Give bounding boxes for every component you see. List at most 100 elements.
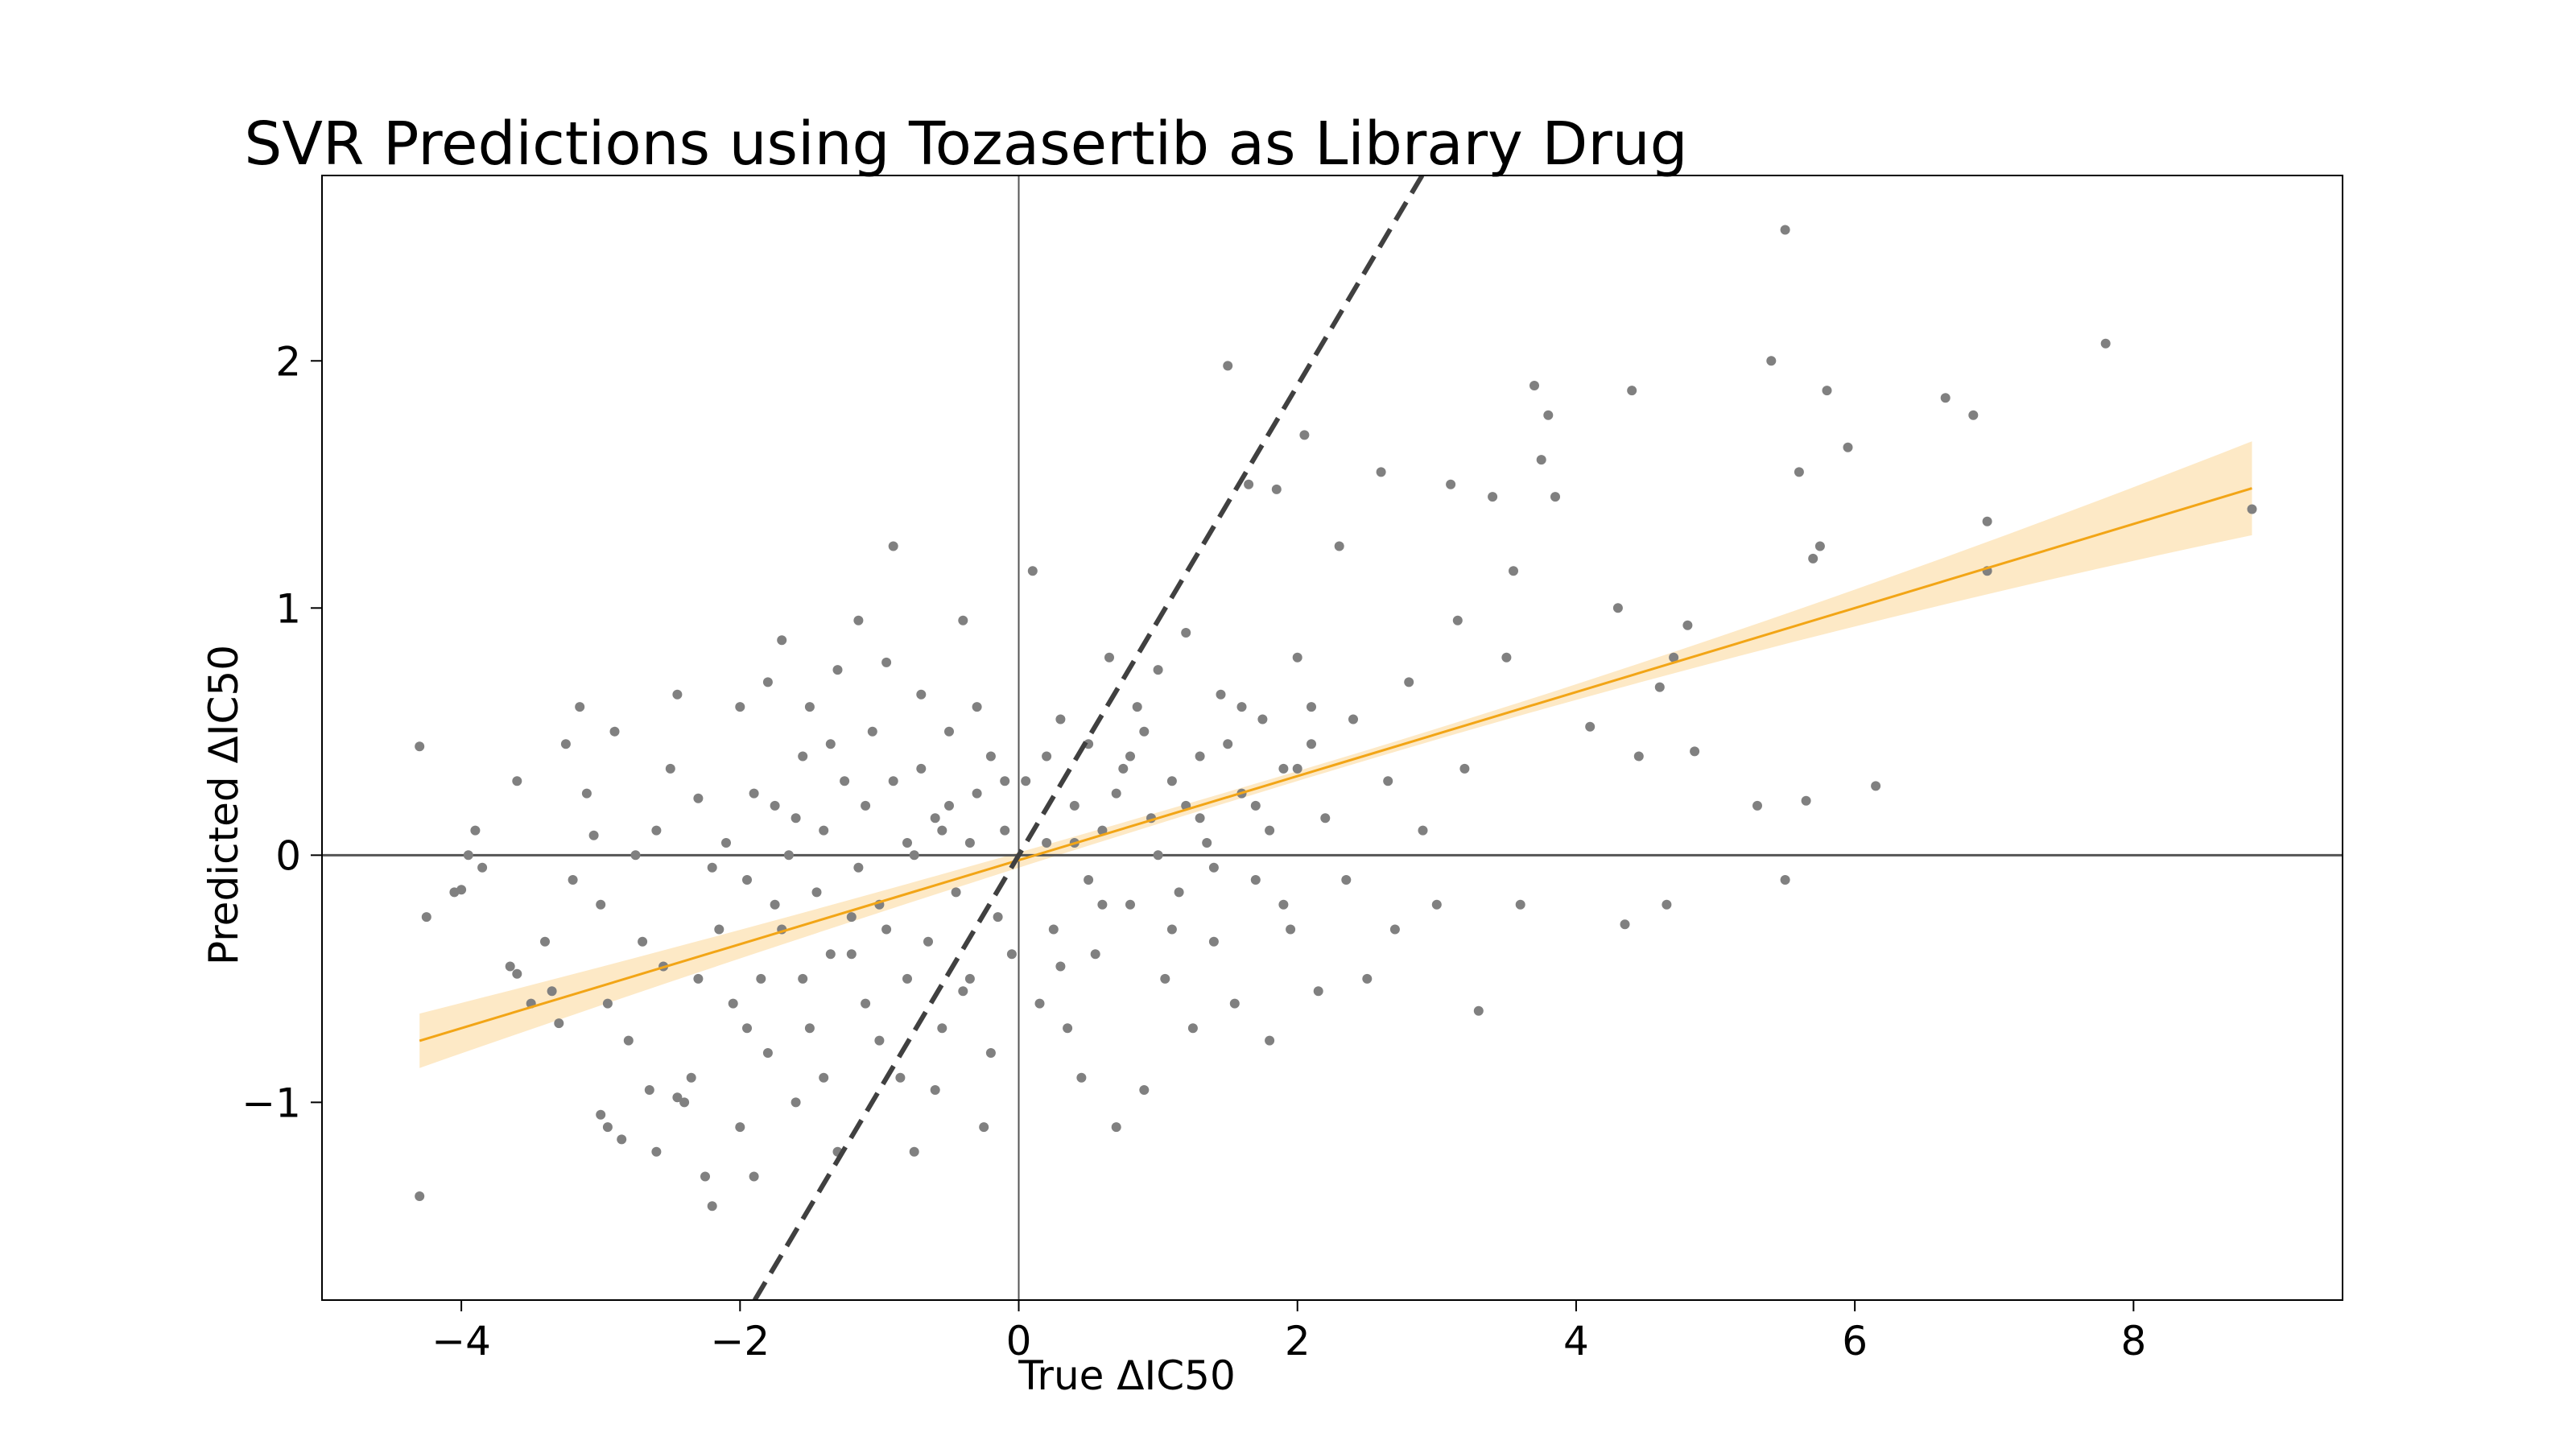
data-point [1808, 553, 1818, 564]
data-point [819, 825, 829, 836]
data-point [1208, 862, 1219, 873]
data-point [588, 830, 599, 840]
data-point [693, 973, 704, 984]
data-point [1620, 919, 1630, 930]
data-point [1307, 702, 1316, 712]
data-point [853, 615, 864, 625]
data-point [735, 702, 745, 712]
data-point [547, 986, 557, 997]
data-point [1104, 652, 1114, 663]
data-point [1278, 899, 1289, 910]
data-point [881, 657, 892, 667]
regression-line [419, 487, 2252, 1042]
data-point [1612, 603, 1623, 613]
data-point [1431, 899, 1442, 910]
x-tick-label: 2 [1285, 1318, 1311, 1364]
data-point [1097, 825, 1108, 836]
data-point [1633, 751, 1644, 762]
data-point [1543, 410, 1554, 420]
data-point [791, 813, 801, 824]
data-point [881, 924, 892, 935]
data-point [1187, 1023, 1198, 1034]
data-point [770, 800, 780, 811]
data-point [1286, 924, 1296, 935]
data-point [1488, 492, 1498, 502]
data-point [1166, 776, 1177, 786]
data-point [937, 1023, 947, 1034]
data-point [964, 838, 975, 848]
data-point [770, 899, 780, 910]
x-tick-label: 4 [1563, 1318, 1589, 1364]
data-point [888, 541, 898, 551]
data-point [985, 751, 996, 762]
data-point [651, 825, 662, 836]
data-point [825, 949, 836, 960]
data-point [972, 702, 982, 712]
data-point [568, 875, 578, 885]
data-point [1690, 746, 1700, 757]
data-point [1229, 998, 1240, 1009]
data-point [944, 800, 954, 811]
data-point [554, 1018, 564, 1029]
data-point [540, 936, 550, 947]
data-point [609, 726, 620, 737]
data-point [832, 665, 843, 675]
data-point [1042, 838, 1052, 848]
data-point [1627, 386, 1637, 396]
data-point [415, 1191, 425, 1201]
data-point [1299, 430, 1310, 440]
data-point [937, 825, 947, 836]
data-point [623, 1035, 634, 1046]
data-point [1034, 998, 1045, 1009]
data-point [1090, 949, 1100, 960]
data-point [581, 788, 592, 799]
data-point [602, 1122, 613, 1133]
data-point [804, 1023, 815, 1034]
data-point [463, 850, 473, 861]
data-point [867, 726, 877, 737]
data-point [749, 788, 759, 799]
x-tick-label: 8 [2120, 1318, 2146, 1364]
data-point [1292, 652, 1302, 663]
data-point [1139, 1085, 1150, 1095]
confidence-band [419, 441, 2252, 1068]
data-point [1250, 875, 1261, 885]
data-point [1940, 393, 1951, 403]
data-point [1132, 702, 1142, 712]
data-point [1446, 479, 1456, 489]
data-point [1843, 442, 1853, 452]
data-point [804, 702, 815, 712]
data-point [735, 1122, 745, 1133]
data-point [638, 936, 648, 947]
data-point [1320, 813, 1331, 824]
data-point [1780, 875, 1790, 885]
data-point [1076, 1072, 1087, 1083]
data-point [819, 1072, 829, 1083]
data-point [1111, 1122, 1121, 1133]
data-point [1257, 714, 1268, 724]
data-point [930, 813, 940, 824]
data-point [1125, 899, 1135, 910]
data-point [1794, 467, 1804, 477]
data-point [930, 1085, 940, 1095]
data-point [575, 702, 585, 712]
data-point [777, 635, 787, 646]
data-point [1271, 484, 1282, 494]
data-point [1166, 924, 1177, 935]
data-point [1084, 875, 1094, 885]
data-point [1418, 825, 1428, 836]
data-point [756, 973, 766, 984]
data-point [846, 912, 857, 923]
data-point [1752, 800, 1762, 811]
data-point [707, 1201, 717, 1212]
data-point [993, 912, 1003, 923]
x-tick-label: 0 [1006, 1318, 1032, 1364]
dashed-reference-line [752, 175, 1425, 1300]
data-point [1223, 361, 1233, 371]
y-axis-label: Predicted ΔIC50 [200, 645, 247, 965]
data-point [1208, 936, 1219, 947]
data-point [1871, 781, 1881, 791]
data-point [1376, 467, 1386, 477]
data-point [825, 739, 836, 749]
data-point [1153, 850, 1163, 861]
